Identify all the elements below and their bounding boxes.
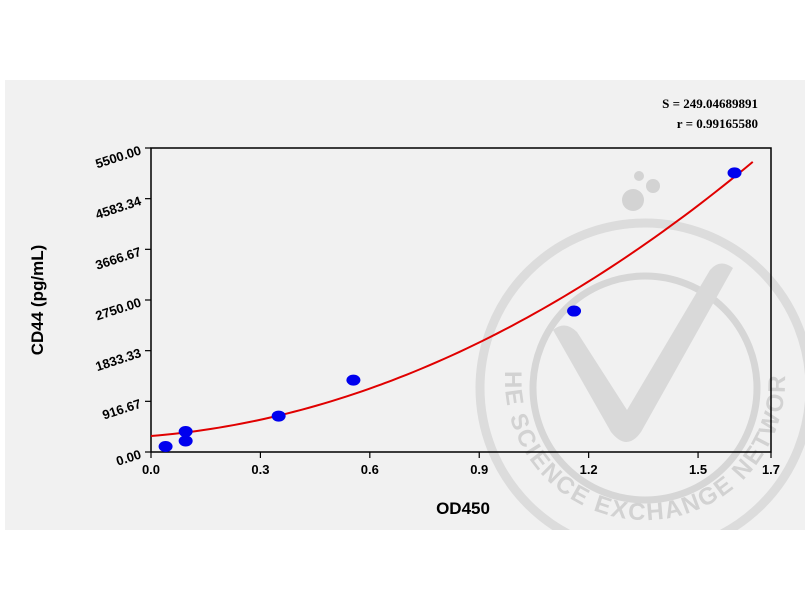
fit-curve	[150, 161, 754, 437]
x-tick-label: 0.9	[470, 462, 488, 477]
fit-s-value: S = 249.04689891	[662, 96, 758, 111]
data-point	[727, 167, 742, 179]
y-axis-title: CD44 (pg/mL)	[28, 245, 47, 356]
y-tick-label: 1833.33	[94, 345, 143, 374]
data-point	[158, 440, 173, 452]
x-tick-label: 0.3	[251, 462, 269, 477]
x-tick-label: 0.0	[142, 462, 160, 477]
x-axis: 0.0 0.3 0.6 0.9 1.2 1.5 1.7	[142, 452, 780, 477]
y-tick-label: 3666.67	[94, 244, 143, 273]
x-tick-label: 0.6	[361, 462, 379, 477]
y-tick-label: 916.67	[100, 396, 142, 423]
checkmark-seal-icon	[553, 171, 733, 442]
y-tick-label: 0.00	[114, 447, 143, 469]
watermark-outer-ring	[475, 218, 805, 530]
x-axis-title: OD450	[436, 499, 490, 518]
chart-panel: THE SCIENCE EXCHANGE NETWORK S = 249.046…	[5, 80, 805, 530]
data-point	[178, 435, 193, 447]
data-point	[178, 426, 193, 438]
data-point	[346, 374, 361, 386]
x-tick-label: 1.5	[689, 462, 707, 477]
chart: THE SCIENCE EXCHANGE NETWORK S = 249.046…	[5, 80, 805, 530]
data-point	[567, 305, 582, 317]
plot-frame	[150, 147, 772, 453]
y-tick-label: 5500.00	[94, 143, 143, 172]
y-tick-label: 2750.00	[94, 295, 143, 324]
fit-r-value: r = 0.99165580	[677, 116, 758, 131]
data-points	[158, 167, 742, 452]
data-point	[271, 410, 286, 422]
y-axis: 0.00 916.67 1833.33 2750.00 3666.67 4583.34 55…	[94, 143, 151, 469]
watermark-inner-ring	[529, 272, 761, 504]
x-tick-label: 1.7	[762, 462, 780, 477]
y-tick-label: 4583.34	[94, 193, 144, 222]
x-tick-label: 1.2	[580, 462, 598, 477]
